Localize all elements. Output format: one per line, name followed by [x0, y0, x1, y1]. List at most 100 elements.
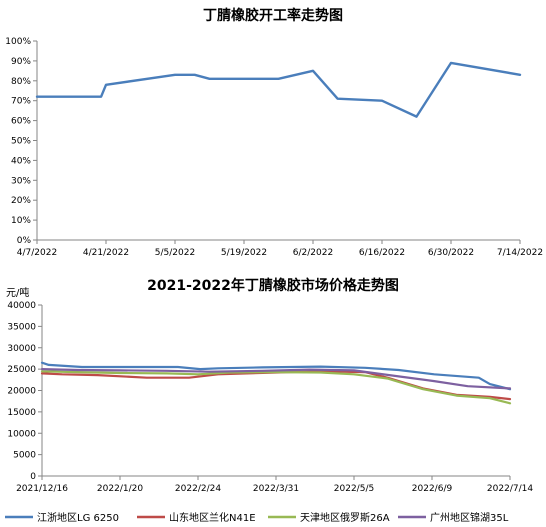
c2-x-tick-label: 2022/5/5: [334, 484, 374, 494]
c2-data-point: [386, 377, 388, 380]
c1-data-point: [337, 98, 339, 100]
c2-data-point: [97, 374, 99, 376]
c2-data-point: [166, 372, 168, 374]
c2-data-point: [208, 371, 210, 373]
chart1-series: [35, 61, 522, 118]
c1-data-point: [243, 78, 245, 80]
c2-x-tick-label: 2022/3/31: [253, 484, 299, 494]
c1-data-point: [381, 100, 383, 102]
c1-series-line-0: [35, 61, 522, 118]
c2-y-tick-label: 5000: [13, 451, 36, 461]
c2-series-line-0: [40, 361, 512, 391]
chart2-series: [40, 361, 512, 405]
c2-data-point: [422, 388, 424, 390]
c2-series-line-3: [40, 368, 512, 390]
c2-data-point: [61, 373, 63, 375]
c2-data-point: [81, 366, 83, 368]
c2-data-point: [119, 372, 121, 374]
c2-data-point: [41, 370, 43, 372]
operating-rate-chart: 丁腈橡胶开工率走势图 0% 10% 20% 30% 40% 50% 60% 70% 80% 90%…: [5, 7, 543, 258]
c2-y-tick-label: 35000: [7, 322, 36, 332]
c1-data-point: [312, 70, 314, 72]
c1-data-point: [208, 78, 211, 80]
c1-x-tick-label: 4/21/2022: [83, 248, 129, 258]
c1-data-point: [415, 116, 418, 118]
c2-data-point: [77, 369, 79, 371]
c1-data-point: [194, 74, 196, 76]
chart1-x-tick-labels: 4/7/2022 4/21/2022 5/5/2022 5/19/2022 6/2/20…: [17, 248, 543, 258]
c2-data-point: [509, 398, 511, 400]
c2-data-point: [308, 369, 310, 371]
c1-y-tick-label: 90%: [11, 57, 31, 67]
c1-y-tick-label: 0%: [17, 236, 32, 246]
c2-data-point: [509, 402, 511, 404]
c2-data-point: [166, 370, 168, 372]
c2-data-point: [478, 377, 480, 379]
c1-y-tick-label: 100%: [5, 37, 31, 47]
c1-data-point: [174, 74, 176, 76]
c1-data-point: [70, 96, 73, 98]
c1-x-tick-label: 6/16/2022: [359, 248, 405, 258]
c1-data-point: [519, 74, 521, 76]
c2-data-point: [398, 369, 400, 371]
chart1-title: 丁腈橡胶开工率走势图: [203, 7, 343, 24]
chart2-legend: 江浙地区LG 6250 山东地区兰化N41E 天津地区俄罗斯26A 广州地区锦湖35L: [5, 511, 509, 524]
c1-x-tick-label: 6/2/2022: [293, 248, 333, 258]
price-chart: 2021-2022年丁腈橡胶市场价格走势图 元/吨 0 5000 10000 1500…: [5, 277, 533, 524]
c2-data-point: [398, 375, 400, 377]
c2-data-point: [197, 373, 199, 375]
c2-x-tick-label: 2022/7/14: [487, 484, 533, 494]
c1-x-tick-label: 7/14/2022: [497, 248, 543, 258]
c2-data-point: [320, 366, 322, 368]
c2-y-tick-label: 0: [30, 472, 36, 482]
c2-data-point: [119, 369, 121, 371]
c1-y-tick-label: 30%: [11, 176, 31, 186]
c1-y-tick-label: 10%: [11, 216, 31, 226]
c2-x-tick-label: 2021/12/16: [16, 484, 68, 494]
c2-y-tick-label: 40000: [7, 301, 36, 311]
c2-data-point: [177, 366, 179, 368]
c1-data-point: [105, 84, 107, 86]
c2-data-point: [146, 377, 148, 379]
c1-y-tick-label: 80%: [11, 77, 31, 87]
c1-data-point: [450, 62, 452, 64]
chart2-y-tick-labels: 0 5000 10000 15000 20000 25000 30000 35000 40000: [7, 301, 36, 482]
c2-data-point: [489, 397, 491, 399]
c2-y-tick-label: 25000: [7, 365, 36, 375]
c1-y-tick-label: 60%: [11, 117, 31, 127]
c2-data-point: [41, 368, 43, 370]
c2-data-point: [433, 373, 435, 375]
c1-y-tick-label: 70%: [11, 97, 31, 107]
chart2-unit-label: 元/吨: [6, 286, 29, 299]
c2-y-tick-label: 30000: [7, 344, 36, 354]
c1-x-tick-label: 6/30/2022: [428, 248, 474, 258]
legend-label: 广州地区锦湖35L: [430, 511, 509, 524]
c2-x-tick-label: 2022/1/20: [97, 484, 143, 494]
c2-data-point: [41, 362, 43, 364]
c2-x-tick-label: 2022/2/24: [175, 484, 221, 494]
legend-label: 山东地区兰化N41E: [169, 511, 256, 524]
c2-data-point: [455, 395, 458, 397]
c2-x-tick-label: 2022/6/9: [412, 484, 453, 494]
c2-data-point: [262, 370, 264, 372]
c2-data-point: [433, 380, 435, 382]
c1-data-point: [100, 96, 102, 98]
c2-data-point: [199, 368, 201, 370]
c2-data-point: [489, 383, 491, 385]
c2-data-point: [217, 367, 219, 369]
c2-y-tick-label: 20000: [7, 387, 36, 397]
c2-y-tick-label: 10000: [7, 429, 36, 439]
chart2-axes: [38, 304, 511, 480]
c1-y-tick-label: 40%: [11, 156, 31, 166]
c2-data-point: [509, 387, 511, 389]
c2-data-point: [48, 364, 50, 366]
c2-series-line-2: [40, 370, 512, 405]
c2-data-point: [353, 373, 355, 375]
c2-data-point: [353, 369, 355, 371]
legend-label: 江浙地区LG 6250: [37, 511, 119, 524]
chart1-axes: [33, 40, 521, 244]
c2-data-point: [275, 371, 277, 373]
c1-data-point: [36, 96, 38, 98]
c2-data-point: [467, 385, 469, 387]
